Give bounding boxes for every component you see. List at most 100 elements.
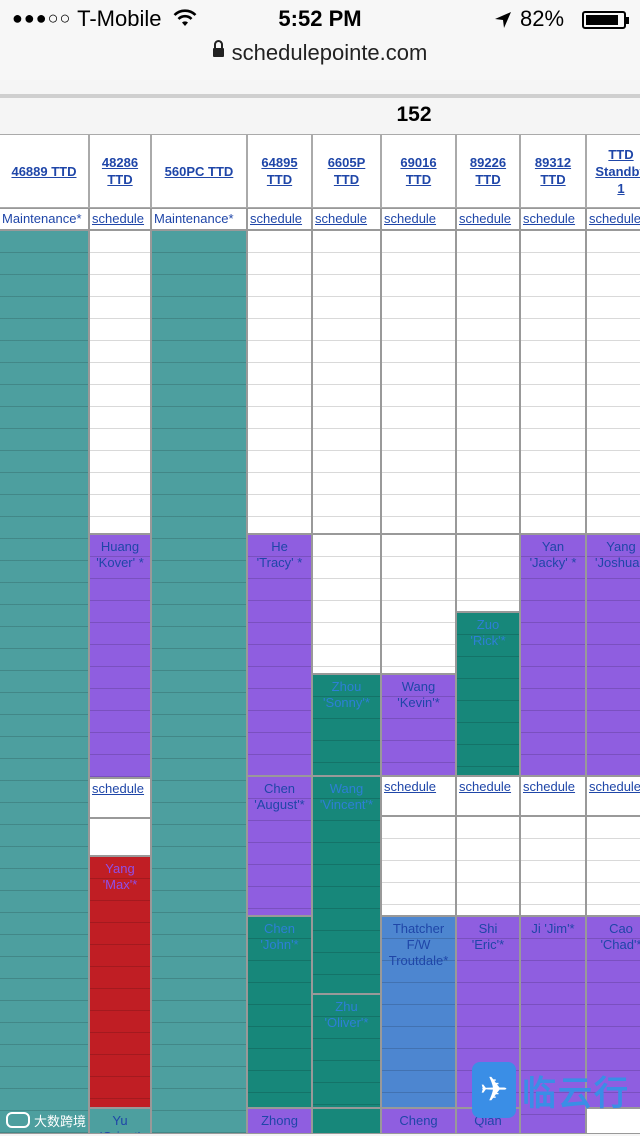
booking-block[interactable]: Yu 'Orient'	[89, 1108, 151, 1134]
equipment-link[interactable]: 46889 TTD	[11, 163, 77, 179]
time-slot-block[interactable]	[312, 534, 381, 674]
booking-name: Shi 'Eric'*	[471, 921, 505, 952]
booking-block[interactable]: Zuo 'Rick'*	[456, 612, 520, 776]
schedule-cell: schedule	[247, 208, 312, 230]
slot-gridlines	[248, 231, 311, 533]
slot-gridlines	[521, 817, 585, 915]
booking-name: He 'Tracy' *	[256, 539, 303, 570]
time-slot-block[interactable]	[520, 230, 586, 534]
schedule-link[interactable]: schedule	[250, 211, 303, 226]
slot-gridlines	[587, 917, 640, 1107]
booking-block[interactable]: Zhu 'Oliver'*	[312, 994, 381, 1108]
booking-block[interactable]: Zhou 'Sonny'*	[312, 674, 381, 776]
booking-block[interactable]: Yang 'Joshua'*	[586, 534, 640, 776]
battery-percentage: 82%	[520, 6, 565, 31]
booking-name: Zhou 'Sonny'*	[323, 679, 370, 710]
booking-block[interactable]: Thatcher F/W Troutdale*	[381, 916, 456, 1108]
slot-gridlines	[587, 817, 640, 915]
slot-gridlines	[457, 535, 519, 611]
time-slot-block[interactable]	[586, 816, 640, 916]
booking-name: Zhu 'Oliver'*	[324, 999, 369, 1030]
booking-name: Huang 'Kover' *	[96, 539, 144, 570]
slot-gridlines	[313, 675, 380, 775]
equipment-link[interactable]: 89226 TTD	[469, 155, 507, 187]
booking-name: Zhong	[261, 1113, 298, 1128]
clock: 5:52 PM	[278, 6, 362, 31]
schedule-number: 152	[396, 103, 432, 126]
schedule-link[interactable]: schedule	[523, 779, 576, 794]
time-slot-block[interactable]	[586, 230, 640, 534]
schedule-link[interactable]: schedule	[384, 211, 437, 226]
schedule-link[interactable]: schedule	[523, 211, 576, 226]
airplane-icon: ✈	[472, 1062, 516, 1118]
slot-gridlines	[457, 231, 519, 533]
slot-gridlines	[0, 231, 88, 1133]
slot-gridlines	[248, 777, 311, 915]
booking-block[interactable]: Wang 'Vincent'*	[312, 776, 381, 994]
schedule-link[interactable]: schedule	[92, 211, 145, 226]
schedule-link[interactable]: schedule	[315, 211, 368, 226]
equipment-link[interactable]: 89312 TTD	[534, 155, 572, 187]
booking-block[interactable]: He 'Tracy' *	[247, 534, 312, 776]
time-slot-block[interactable]	[312, 1108, 381, 1134]
time-slot-block[interactable]	[151, 230, 247, 1134]
time-slot-block[interactable]	[381, 816, 456, 916]
schedule-link[interactable]: schedule	[459, 779, 512, 794]
schedule-cell: schedule	[381, 776, 456, 816]
equipment-column: 69016 TTD schedule Wang 'Kevin'* schedule Th…	[381, 134, 456, 1134]
schedule-link[interactable]: schedule	[589, 211, 640, 226]
booking-block[interactable]: Chen 'John'*	[247, 916, 312, 1108]
slot-gridlines	[152, 231, 246, 1133]
booking-name: Cheng	[399, 1113, 438, 1128]
carrier-name: T-Mobile	[77, 6, 162, 31]
time-slot-block[interactable]	[586, 1108, 640, 1134]
equipment-link[interactable]: 560PC TTD	[164, 163, 234, 179]
equipment-column: 48286 TTD schedule Huang 'Kover' * schedule…	[89, 134, 151, 1134]
time-slot-block[interactable]	[381, 534, 456, 674]
booking-block[interactable]: Wang 'Kevin'*	[381, 674, 456, 776]
equipment-link[interactable]: 48286 TTD	[101, 155, 139, 187]
booking-block[interactable]: Ji 'Jim'*	[520, 916, 586, 1134]
schedule-page: 152 46889 TTD Maintenance* 48286 TTD schedu…	[0, 80, 640, 1136]
booking-block[interactable]: Cao 'Chad'*	[586, 916, 640, 1108]
time-slot-block[interactable]	[381, 230, 456, 534]
time-slot-block[interactable]	[247, 230, 312, 534]
equipment-link[interactable]: TTD Standby 1	[595, 146, 640, 196]
schedule-link[interactable]: schedule	[384, 779, 437, 794]
equipment-link[interactable]: 64895 TTD	[261, 155, 298, 187]
address-bar[interactable]: schedulepointe.com	[0, 36, 640, 81]
time-slot-block[interactable]	[312, 230, 381, 534]
schedule-cell: schedule	[312, 208, 381, 230]
time-slot-block[interactable]	[456, 534, 520, 612]
time-slot-block[interactable]	[520, 816, 586, 916]
carrier-indicator: ●●●○○ T-Mobile	[12, 6, 198, 32]
column-header: 89226 TTD	[456, 134, 520, 208]
equipment-link[interactable]: 6605P TTD	[327, 155, 366, 187]
time-slot-block[interactable]	[89, 230, 151, 534]
booking-name: Cao 'Chad'*	[600, 921, 640, 952]
schedule-cell: schedule	[456, 208, 520, 230]
slot-gridlines	[382, 675, 455, 775]
equipment-link[interactable]: 69016 TTD	[400, 155, 437, 187]
time-slot-block[interactable]	[456, 816, 520, 916]
booking-block[interactable]: Cheng	[381, 1108, 456, 1134]
booking-block[interactable]: Chen 'August'*	[247, 776, 312, 916]
schedule-link[interactable]: schedule	[589, 779, 640, 794]
booking-block[interactable]: Zhong	[247, 1108, 312, 1134]
booking-block[interactable]: Huang 'Kover' *	[89, 534, 151, 778]
time-slot-block[interactable]	[0, 230, 89, 1134]
equipment-column: 46889 TTD Maintenance*	[0, 134, 89, 1134]
status-bar: ●●●○○ T-Mobile 5:52 PM 82%	[0, 0, 640, 42]
maintenance-label[interactable]: Maintenance*	[151, 208, 247, 230]
schedule-link[interactable]: schedule	[459, 211, 512, 226]
schedule-cell: schedule	[520, 776, 586, 816]
booking-block[interactable]: Yang 'Max'*	[89, 856, 151, 1108]
url-text: schedulepointe.com	[231, 40, 428, 65]
time-slot-block[interactable]	[456, 230, 520, 534]
booking-name: Yang 'Joshua'*	[595, 539, 640, 570]
schedule-link[interactable]: schedule	[92, 781, 145, 796]
time-slot-block[interactable]	[89, 818, 151, 856]
booking-block[interactable]: Yan 'Jacky' *	[520, 534, 586, 776]
maintenance-label[interactable]: Maintenance*	[0, 208, 89, 230]
column-header: TTD Standby 1	[586, 134, 640, 208]
